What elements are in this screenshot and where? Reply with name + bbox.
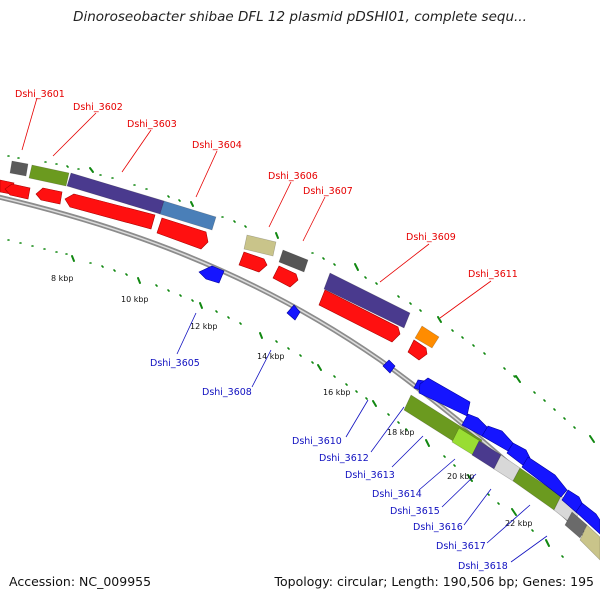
gene-label-dshi-3618[interactable]: Dshi_3618 xyxy=(458,561,508,572)
map-title: Dinoroseobacter shibae DFL 12 plasmid pD… xyxy=(73,9,527,25)
gene-arrow[interactable] xyxy=(318,289,401,343)
gene-label-dshi-3617[interactable]: Dshi_3617 xyxy=(436,541,486,552)
gene-arrow[interactable] xyxy=(575,502,600,535)
feature-box[interactable] xyxy=(414,325,440,349)
gene-label-dshi-3610[interactable]: Dshi_3610 xyxy=(292,436,342,447)
gene-label-dshi-3602[interactable]: Dshi_3602 xyxy=(73,102,123,113)
feature-box[interactable] xyxy=(323,272,411,329)
gene-arrow[interactable] xyxy=(407,339,428,361)
gene-label-dshi-3609[interactable]: Dshi_3609 xyxy=(406,232,456,243)
gene-label-dshi-3613[interactable]: Dshi_3613 xyxy=(345,470,395,481)
scale-label-10kbp: 10 kbp xyxy=(121,295,149,304)
scale-labels: 8 kbp 10 kbp 12 kbp 14 kbp 16 kbp 18 kbp… xyxy=(51,274,533,528)
inner-tick-ring xyxy=(7,239,564,558)
top-label-leaders xyxy=(21,97,492,319)
scale-label-14kbp: 14 kbp xyxy=(257,352,285,361)
accession-label: Accession: NC_009955 xyxy=(9,574,152,589)
scale-label-18kbp: 18 kbp xyxy=(387,428,415,437)
gene-label-dshi-3606[interactable]: Dshi_3606 xyxy=(268,171,318,182)
gene-arrow[interactable] xyxy=(4,183,31,200)
gene-label-dshi-3611[interactable]: Dshi_3611 xyxy=(468,269,518,280)
gene-arrow[interactable] xyxy=(238,251,268,273)
gene-label-dshi-3615[interactable]: Dshi_3615 xyxy=(390,506,440,517)
gene-arrow[interactable] xyxy=(286,304,301,321)
feature-box[interactable] xyxy=(159,200,217,231)
gene-label-dshi-3616[interactable]: Dshi_3616 xyxy=(413,522,463,533)
gene-label-dshi-3607[interactable]: Dshi_3607 xyxy=(303,186,353,197)
gene-label-dshi-3614[interactable]: Dshi_3614 xyxy=(372,489,422,500)
scale-label-8kbp: 8 kbp xyxy=(51,274,73,283)
gene-arrow[interactable] xyxy=(156,217,209,250)
top-gene-labels: Dshi_3601 Dshi_3602 Dshi_3603 Dshi_3604 … xyxy=(15,89,518,280)
feature-box[interactable] xyxy=(9,160,29,177)
gene-label-dshi-3601[interactable]: Dshi_3601 xyxy=(15,89,65,100)
reverse-genes xyxy=(0,179,428,361)
backbone-ring xyxy=(0,194,600,554)
feature-box[interactable] xyxy=(28,164,70,187)
gene-label-dshi-3604[interactable]: Dshi_3604 xyxy=(192,140,242,151)
gene-label-dshi-3612[interactable]: Dshi_3612 xyxy=(319,453,369,464)
bottom-gene-labels: Dshi_3605 Dshi_3608 Dshi_3610 Dshi_3612 … xyxy=(150,358,508,572)
forward-genes xyxy=(198,265,600,535)
feature-box[interactable] xyxy=(278,249,309,273)
gene-arrow[interactable] xyxy=(64,193,156,230)
feature-box[interactable] xyxy=(564,511,588,539)
gene-label-dshi-3608[interactable]: Dshi_3608 xyxy=(202,387,252,398)
scale-label-16kbp: 16 kbp xyxy=(323,388,351,397)
gene-arrow[interactable] xyxy=(198,265,225,284)
scale-label-12kbp: 12 kbp xyxy=(190,322,218,331)
gene-arrow[interactable] xyxy=(382,359,396,374)
feature-track xyxy=(9,160,600,561)
gene-arrow[interactable] xyxy=(521,456,568,498)
gene-label-dshi-3603[interactable]: Dshi_3603 xyxy=(127,119,177,130)
gene-arrow[interactable] xyxy=(272,265,299,288)
scale-label-22kbp: 22 kbp xyxy=(505,519,533,528)
outer-tick-ring xyxy=(7,155,595,443)
gene-arrow[interactable] xyxy=(418,377,471,417)
feature-box[interactable] xyxy=(243,234,277,257)
bottom-label-leaders xyxy=(176,312,548,563)
gene-arrow[interactable] xyxy=(35,187,63,205)
topology-info: Topology: circular; Length: 190,506 bp; … xyxy=(274,574,595,589)
feature-box[interactable] xyxy=(579,524,600,561)
scale-label-20kbp: 20 kbp xyxy=(447,472,475,481)
gene-label-dshi-3605[interactable]: Dshi_3605 xyxy=(150,358,200,369)
